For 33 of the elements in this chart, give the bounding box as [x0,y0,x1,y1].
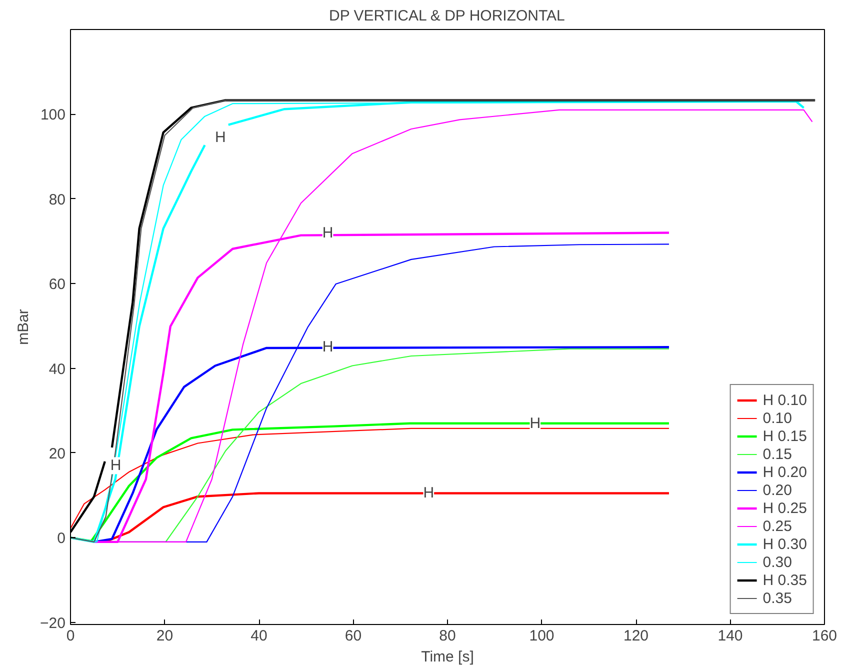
y-tick-label: 40 [48,360,66,378]
y-tick-label: 0 [57,530,66,548]
y-tick-label: 60 [48,276,66,294]
legend-label: H 0.30 [762,535,807,553]
x-tick-label: 120 [623,628,649,644]
y-tick-label: 80 [48,191,66,208]
legend-label: 0.15 [762,445,792,463]
legend-label: 0.10 [762,409,792,427]
chart-title: DP VERTICAL & DP HORIZONTAL [329,8,565,24]
y-tick-label: −20 [40,614,66,632]
x-tick-label: 160 [812,628,838,644]
annotation: H [110,457,122,474]
annotation: H [530,414,541,432]
legend-label: H 0.20 [762,463,807,481]
annotation: H [214,128,226,146]
y-tick-label: 20 [48,445,66,462]
y-axis-title: mBar [15,309,32,345]
legend-label: 0.20 [762,481,792,499]
x-tick-label: 80 [439,628,456,644]
x-tick-label: 100 [529,628,554,644]
x-axis-title: Time [s] [421,648,474,666]
legend-label: H 0.10 [762,391,807,409]
x-tick-label: 40 [250,628,268,644]
x-tick-label: 60 [344,628,362,644]
x-tick-label: 20 [156,628,174,644]
legend-label: 0.25 [762,517,792,535]
x-tick-label: 140 [718,628,743,644]
legend-label: H 0.25 [762,499,807,517]
legend-label: 0.35 [762,589,792,607]
legend-label: 0.30 [762,553,792,571]
y-tick-label: 100 [40,106,66,124]
legend-label: H 0.35 [762,571,807,589]
legend-label: H 0.15 [762,427,807,445]
